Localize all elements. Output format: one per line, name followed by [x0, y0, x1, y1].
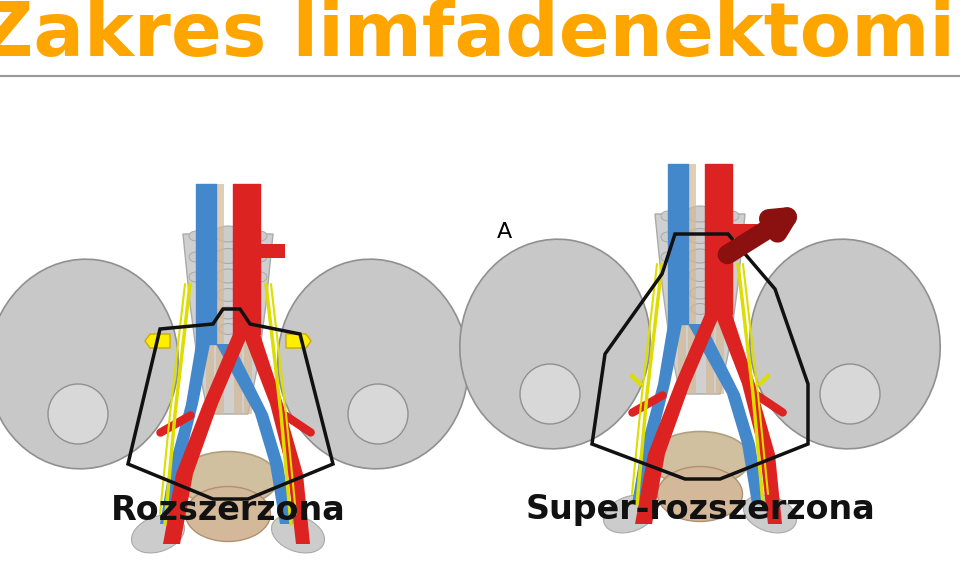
Ellipse shape	[189, 272, 203, 282]
Text: A: A	[496, 222, 512, 242]
Bar	[688, 164, 696, 394]
Text: Rozszerzona: Rozszerzona	[110, 493, 346, 526]
Polygon shape	[286, 334, 311, 348]
Bar	[260, 244, 285, 258]
Ellipse shape	[686, 206, 714, 222]
Ellipse shape	[189, 231, 203, 241]
Bar	[716, 164, 724, 394]
Polygon shape	[160, 344, 210, 524]
FancyArrowPatch shape	[633, 395, 662, 413]
Ellipse shape	[661, 252, 675, 262]
Polygon shape	[145, 334, 170, 348]
Bar	[206, 184, 214, 414]
Bar	[732, 224, 757, 238]
Polygon shape	[632, 324, 682, 504]
Ellipse shape	[743, 495, 797, 533]
Bar	[678, 164, 686, 394]
Ellipse shape	[650, 431, 750, 486]
FancyArrowPatch shape	[757, 395, 782, 413]
Polygon shape	[216, 344, 293, 524]
Bar	[234, 184, 242, 414]
Ellipse shape	[661, 211, 675, 221]
Ellipse shape	[189, 252, 203, 262]
Polygon shape	[163, 334, 248, 544]
Ellipse shape	[253, 272, 267, 282]
Ellipse shape	[215, 249, 241, 263]
Text: Zakres limfadenektomii: Zakres limfadenektomii	[0, 0, 960, 72]
Ellipse shape	[216, 269, 240, 283]
FancyArrowPatch shape	[285, 415, 311, 432]
FancyArrowPatch shape	[160, 415, 191, 432]
Ellipse shape	[688, 249, 712, 263]
Polygon shape	[655, 214, 745, 394]
Ellipse shape	[0, 259, 179, 469]
Ellipse shape	[48, 384, 108, 444]
Ellipse shape	[604, 495, 657, 533]
Ellipse shape	[725, 232, 739, 242]
Ellipse shape	[690, 287, 710, 299]
Bar	[216, 184, 224, 414]
Ellipse shape	[253, 252, 267, 262]
Ellipse shape	[658, 467, 742, 522]
Polygon shape	[715, 314, 782, 524]
Ellipse shape	[725, 252, 739, 262]
Ellipse shape	[750, 239, 940, 449]
Ellipse shape	[214, 226, 242, 242]
Text: Super-rozszerzona: Super-rozszerzona	[525, 493, 875, 526]
Ellipse shape	[691, 303, 709, 315]
Ellipse shape	[272, 515, 324, 553]
Ellipse shape	[520, 364, 580, 424]
Ellipse shape	[217, 288, 239, 302]
Ellipse shape	[687, 229, 713, 244]
Ellipse shape	[218, 307, 238, 319]
Ellipse shape	[132, 515, 184, 553]
Ellipse shape	[348, 384, 408, 444]
Bar	[706, 164, 714, 394]
Ellipse shape	[689, 269, 711, 282]
Ellipse shape	[820, 364, 880, 424]
Ellipse shape	[460, 239, 650, 449]
Bar	[244, 184, 252, 414]
Ellipse shape	[219, 324, 237, 335]
Polygon shape	[688, 324, 765, 504]
Ellipse shape	[253, 231, 267, 241]
Ellipse shape	[725, 211, 739, 221]
Ellipse shape	[277, 259, 468, 469]
Polygon shape	[635, 314, 720, 524]
Polygon shape	[183, 234, 273, 414]
Ellipse shape	[661, 232, 675, 242]
Polygon shape	[243, 334, 310, 544]
Ellipse shape	[178, 451, 278, 506]
Ellipse shape	[185, 486, 271, 542]
